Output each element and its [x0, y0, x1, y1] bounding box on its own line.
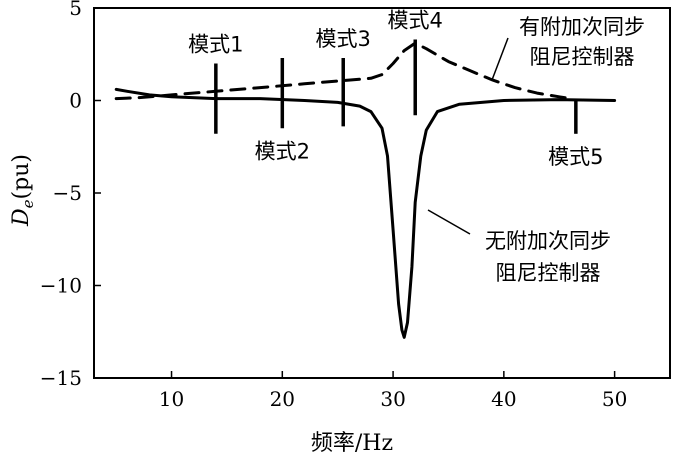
mode-label-2: 模式2: [255, 139, 310, 163]
x-tick-label: 50: [602, 387, 627, 411]
y-tick-label: −10: [40, 274, 82, 298]
x-tick-label: 30: [380, 387, 405, 411]
y-tick-label: −15: [40, 366, 82, 390]
y-axis-title-symbol: D: [9, 208, 34, 227]
mode-label-1: 模式1: [188, 33, 243, 57]
series-line-2: [114, 87, 617, 339]
x-axis-title: 频率/Hz: [311, 431, 393, 456]
y-tick-label: 0: [69, 89, 82, 113]
x-tick-label: 20: [270, 387, 295, 411]
y-axis-title: De(pu): [9, 154, 37, 227]
x-tick-label: 40: [491, 387, 516, 411]
series-line-1: [114, 41, 572, 101]
series: [114, 41, 617, 339]
annotation-1-line: 阻尼控制器: [530, 45, 635, 69]
y-tick-label: 5: [69, 0, 82, 20]
y-axis-title-subscript: e: [19, 199, 37, 208]
annotation-leader-2: [427, 209, 471, 235]
y-axis-title-unit: (pu): [9, 154, 34, 199]
x-tick-label: 10: [159, 387, 184, 411]
mode-label-5: 模式5: [548, 145, 603, 169]
mode-markers: 模式1 模式2 模式3 模式4 模式5: [188, 8, 603, 168]
annotation-leader-1: [491, 37, 509, 81]
mode-label-3: 模式3: [316, 27, 371, 51]
y-tick-label: −5: [53, 181, 82, 205]
annotation-2-line: 阻尼控制器: [496, 261, 601, 285]
annotation-1-line: 有附加次同步: [519, 15, 645, 39]
annotation-2-line: 无附加次同步: [485, 229, 611, 253]
mode-label-4: 模式4: [388, 8, 443, 32]
